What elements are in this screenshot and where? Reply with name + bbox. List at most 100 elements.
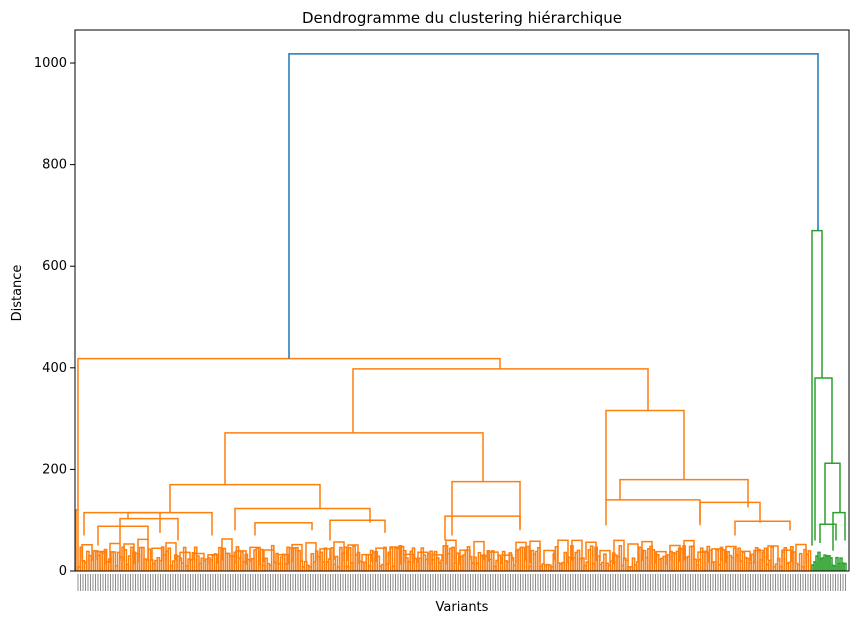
dendrogram-link [596,555,601,571]
y-tick-label: 800 [42,158,67,173]
dendrogram-link [792,551,796,571]
dendrogram-link [734,520,791,536]
dendrogram-link [277,554,289,565]
dendrogram-link [83,511,161,536]
dendrogram-link [814,377,833,541]
dendrogram-link [127,511,213,536]
dendrogram-link [711,548,723,563]
dendrogram-link [543,549,555,564]
dendrogram-link [699,501,761,526]
dendrogram-link [444,515,521,541]
dendrogram-link [319,548,331,562]
dendrogram-link [683,539,695,561]
dendrogram-link [193,552,205,561]
dendrogram-link [376,555,381,571]
dendrogram-link [618,544,623,571]
dendrogram-link [451,546,455,571]
dendrogram-link [603,553,607,571]
dendrogram-link [585,541,597,562]
dendrogram-link [655,550,667,565]
dendrogram-link [179,551,191,565]
dendrogram-link [501,554,513,565]
dendrogram-link [417,551,429,565]
dendrogram-link [811,229,823,546]
dendrogram-link [783,547,788,571]
dendrogram-link [753,549,765,564]
dendrogram-link [627,543,639,563]
dendrogram-link [798,552,803,571]
dendrogram-link [182,546,187,571]
dendrogram-link [829,557,833,571]
dendrogram-link [375,547,387,563]
dendrogram-link [288,53,819,359]
dendrogram-link [330,547,334,571]
y-axis-label: Distance [10,265,25,322]
dendrogram-link [263,549,275,564]
plot-frame [74,29,850,572]
dendrogram-link [613,539,625,565]
dendrogram-link [557,539,569,563]
dendrogram-link [95,550,107,565]
dendrogram-link [725,545,737,563]
dendrogram-link [819,523,837,544]
dendrogram-link [619,478,749,508]
dendrogram-link [770,546,774,571]
dendrogram-link [431,554,443,565]
dendrogram-link [112,551,117,571]
dendrogram-link [589,545,594,571]
dendrogram-link [824,462,841,525]
dendrogram-link [571,539,583,561]
y-tick-label: 200 [42,462,67,477]
y-tick-label: 0 [59,564,67,579]
dendrogram-link [526,545,530,571]
dendrogram-link [234,507,371,531]
dendrogram-link [697,551,709,563]
dendrogram-link [255,547,260,571]
dendrogram-link [625,559,629,571]
dendrogram-link [832,511,846,551]
dendrogram-link [515,541,527,564]
dendrogram-link [605,409,685,500]
dendrogram-link [207,554,219,565]
dendrogram-link [767,545,779,563]
dendrogram-link [119,517,179,544]
dendrogram-link [109,542,121,563]
dendrogram-link [473,540,485,565]
y-tick-label: 600 [42,259,67,274]
dendrogram-link [455,552,460,571]
dendrogram-link [254,521,313,536]
dendrogram-link [81,543,93,562]
dendrogram-link [224,432,484,485]
dendrogram-link [599,549,611,564]
dendrogram-link [137,538,149,563]
dendrogram-link [669,544,681,562]
dendrogram-link [459,549,471,563]
dendrogram-link [451,480,521,536]
dendrogram-link [487,551,499,563]
dendrogram-link [581,557,585,571]
dendrogram-link [605,499,701,526]
dendrogram-link [781,549,793,562]
dendrogram-link [97,525,149,546]
dendrogram-link [123,543,135,565]
dendrogram-link [361,553,373,562]
dendrogram-link [165,542,177,561]
dendrogram-link [151,547,163,561]
dendrogram-link [235,550,247,565]
dendrogram-link [221,538,233,561]
dendrogram-link [329,519,386,541]
x-axis-label: Variants [436,600,489,615]
dendrogram-link [529,540,541,564]
dendrogram-link [333,541,345,562]
y-axis: 0 200 400 600 800 1000 [34,29,850,579]
dendrogram-link [347,544,359,565]
dendrogram-link [77,357,501,511]
dendrogram-link [169,483,321,513]
dendrogram-link [167,547,172,571]
dendrogram-link [249,546,261,565]
dendrogram-link [305,542,317,563]
plot-area [75,53,847,591]
dendrogram-link [739,550,751,562]
dendrogram-link [641,540,653,565]
